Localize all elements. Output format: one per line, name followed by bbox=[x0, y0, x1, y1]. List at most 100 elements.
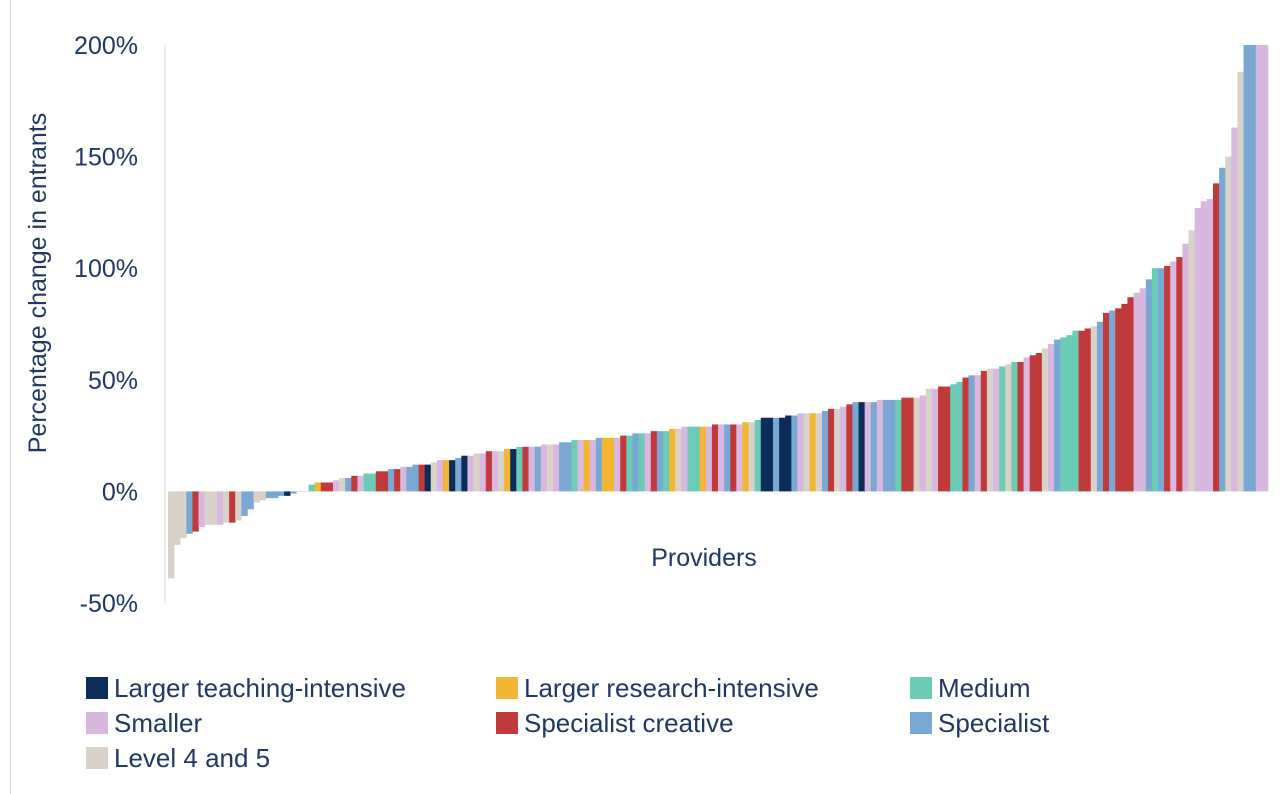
legend-label: Level 4 and 5 bbox=[114, 742, 271, 773]
bar bbox=[1060, 337, 1067, 492]
bar bbox=[1158, 268, 1165, 492]
bar bbox=[730, 424, 737, 492]
bar bbox=[388, 469, 395, 492]
bar bbox=[363, 473, 370, 492]
bar bbox=[601, 437, 609, 492]
bar bbox=[815, 413, 823, 492]
bar bbox=[546, 444, 554, 492]
bar bbox=[907, 397, 914, 492]
bar bbox=[883, 399, 890, 492]
bar bbox=[1078, 330, 1085, 492]
legend-swatch bbox=[910, 712, 932, 734]
legend-label: Smaller bbox=[114, 707, 203, 738]
bar bbox=[485, 451, 493, 492]
bar bbox=[773, 417, 780, 492]
bar bbox=[1231, 127, 1238, 492]
bar bbox=[589, 440, 597, 492]
bar bbox=[235, 491, 242, 521]
bar bbox=[302, 491, 309, 492]
bar bbox=[766, 417, 774, 492]
bar bbox=[369, 473, 377, 492]
bar bbox=[1243, 45, 1250, 492]
bar bbox=[461, 455, 468, 492]
bar bbox=[467, 455, 474, 492]
bar bbox=[290, 491, 297, 494]
bar bbox=[1255, 45, 1263, 492]
bar bbox=[846, 404, 853, 492]
bar bbox=[1121, 303, 1128, 492]
bar bbox=[754, 419, 762, 492]
y-axis-title: Percentage change in entrants bbox=[24, 113, 52, 454]
bar bbox=[1072, 330, 1079, 492]
bar bbox=[595, 437, 603, 492]
bar bbox=[864, 402, 872, 492]
bar bbox=[339, 478, 346, 492]
bar bbox=[1151, 268, 1159, 492]
bar bbox=[938, 386, 945, 492]
legend-item: Larger research-intensive bbox=[496, 670, 819, 706]
bar bbox=[797, 413, 804, 492]
bar bbox=[259, 491, 267, 501]
legend-swatch bbox=[910, 677, 932, 699]
bar bbox=[950, 384, 957, 492]
bar bbox=[858, 402, 865, 492]
bar bbox=[870, 402, 878, 492]
bar bbox=[1041, 348, 1049, 492]
bar bbox=[705, 426, 713, 492]
bar bbox=[1219, 167, 1226, 492]
bar bbox=[394, 469, 401, 492]
bar bbox=[1139, 288, 1147, 492]
bar bbox=[186, 491, 193, 534]
legend-swatch bbox=[496, 677, 518, 699]
legend-item: Specialist bbox=[910, 705, 1049, 741]
legend-swatch bbox=[86, 677, 108, 699]
bar bbox=[271, 491, 279, 499]
legend-swatch bbox=[496, 712, 518, 734]
bar bbox=[1084, 328, 1092, 492]
bar bbox=[381, 471, 389, 492]
bar bbox=[1225, 156, 1232, 492]
bar bbox=[791, 415, 798, 492]
bar bbox=[718, 424, 725, 492]
bar bbox=[650, 431, 658, 492]
bar bbox=[779, 417, 786, 492]
bar bbox=[1145, 279, 1153, 492]
bar bbox=[1249, 45, 1257, 492]
bar bbox=[944, 386, 951, 492]
bar bbox=[1048, 344, 1055, 492]
bar bbox=[375, 471, 383, 492]
bar bbox=[559, 442, 566, 492]
bar bbox=[1029, 355, 1037, 492]
bar bbox=[632, 433, 639, 492]
bar bbox=[803, 413, 810, 492]
bar bbox=[1054, 339, 1061, 492]
bar bbox=[583, 440, 590, 492]
bar bbox=[1090, 326, 1098, 492]
bar bbox=[223, 491, 230, 523]
bar bbox=[748, 422, 755, 492]
bar bbox=[993, 368, 1000, 492]
bar bbox=[198, 491, 205, 528]
legend-item: Level 4 and 5 bbox=[86, 740, 270, 776]
bar bbox=[180, 491, 187, 539]
bar bbox=[449, 460, 456, 492]
bar bbox=[1170, 261, 1177, 492]
bar bbox=[986, 368, 994, 492]
bar bbox=[577, 440, 584, 492]
bar bbox=[962, 377, 969, 492]
bar bbox=[742, 422, 749, 492]
bar bbox=[736, 424, 743, 492]
bar bbox=[980, 370, 988, 492]
bar bbox=[644, 433, 652, 492]
legend-label: Larger research-intensive bbox=[524, 672, 819, 703]
bar bbox=[1206, 199, 1214, 492]
bar bbox=[785, 415, 792, 492]
bar bbox=[565, 442, 572, 492]
bar bbox=[1182, 243, 1189, 492]
bar bbox=[504, 448, 511, 492]
bar bbox=[724, 424, 731, 492]
bar bbox=[253, 491, 260, 503]
bar bbox=[571, 440, 578, 492]
bar bbox=[620, 435, 627, 492]
bar bbox=[852, 402, 859, 492]
